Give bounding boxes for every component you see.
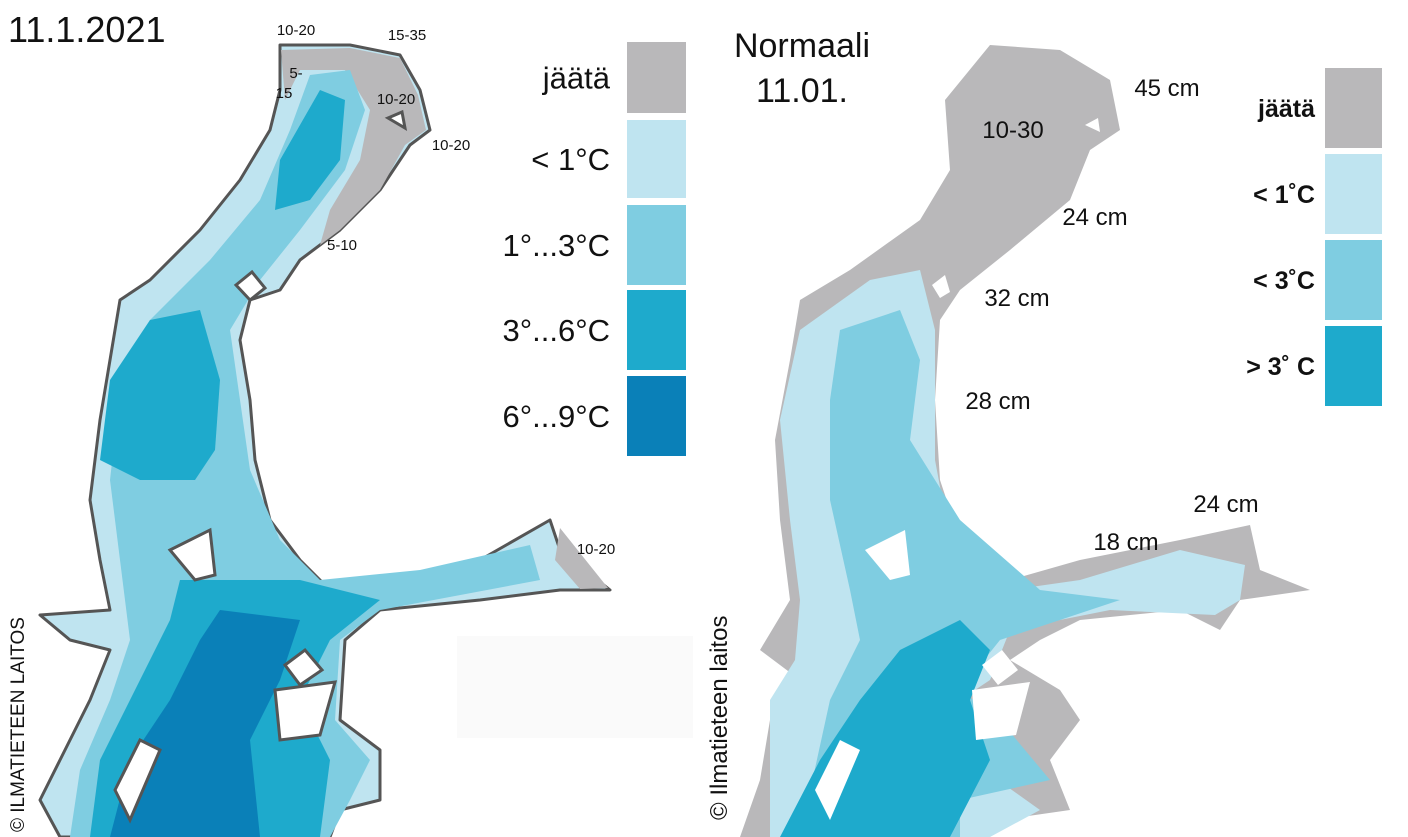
legend-label: > 3˚ C	[1246, 353, 1315, 381]
copyright: © ILMATIETEEN LAITOS	[8, 617, 29, 832]
ice-label: 10-20	[577, 541, 615, 558]
legend-label: jäätä	[1257, 95, 1315, 123]
zone-3-6	[275, 90, 345, 210]
legend-swatch	[627, 376, 686, 456]
legend-label: < 3˚C	[1253, 267, 1315, 295]
ice-label: 32 cm	[984, 285, 1049, 312]
zone-3-6	[100, 310, 220, 480]
legend-label: < 1°C	[531, 142, 610, 177]
date: 11.01.	[756, 72, 848, 110]
right-map	[740, 45, 1310, 837]
ice-label: 10-20	[377, 91, 415, 108]
date: 11.1.2021	[8, 9, 165, 50]
islands	[815, 118, 1100, 820]
ice-label: 24 cm	[1062, 204, 1127, 231]
ice-label: 28 cm	[965, 388, 1030, 415]
blank-box	[457, 636, 693, 738]
ice-label: 45 cm	[1134, 75, 1199, 102]
ice-label: 10-20	[277, 22, 315, 39]
legend-swatch	[1325, 240, 1382, 320]
ice-label: 15	[276, 85, 293, 102]
legend-label: 1°...3°C	[502, 228, 610, 263]
ice-label: 10-20	[432, 137, 470, 154]
legend-swatch	[1325, 68, 1382, 148]
legend-swatch	[1325, 154, 1382, 234]
legend-label: 6°...9°C	[502, 399, 610, 434]
legend-swatch	[1325, 326, 1382, 406]
zone-6-9	[110, 610, 300, 837]
legend-label: jäätä	[542, 61, 611, 96]
ice-label: 24 cm	[1193, 491, 1258, 518]
legend-swatch	[627, 42, 686, 113]
islands	[113, 109, 408, 824]
ice-label: 15-35	[388, 27, 426, 44]
legend-swatch	[627, 120, 686, 198]
ice-label: 18 cm	[1093, 529, 1158, 556]
legend-label: < 1˚C	[1253, 181, 1315, 209]
legend-swatch	[627, 290, 686, 370]
legend-swatch	[627, 205, 686, 285]
ice-label: 5-10	[327, 237, 357, 254]
left-map	[38, 43, 612, 837]
ice	[555, 528, 608, 589]
title: Normaali	[734, 27, 870, 65]
ice-label: 10-30	[982, 117, 1043, 144]
legend-label: 3°...6°C	[502, 313, 610, 348]
copyright: © Ilmatieteen laitos	[706, 616, 733, 820]
ice	[281, 48, 426, 245]
ice-label: 5-	[289, 65, 302, 82]
